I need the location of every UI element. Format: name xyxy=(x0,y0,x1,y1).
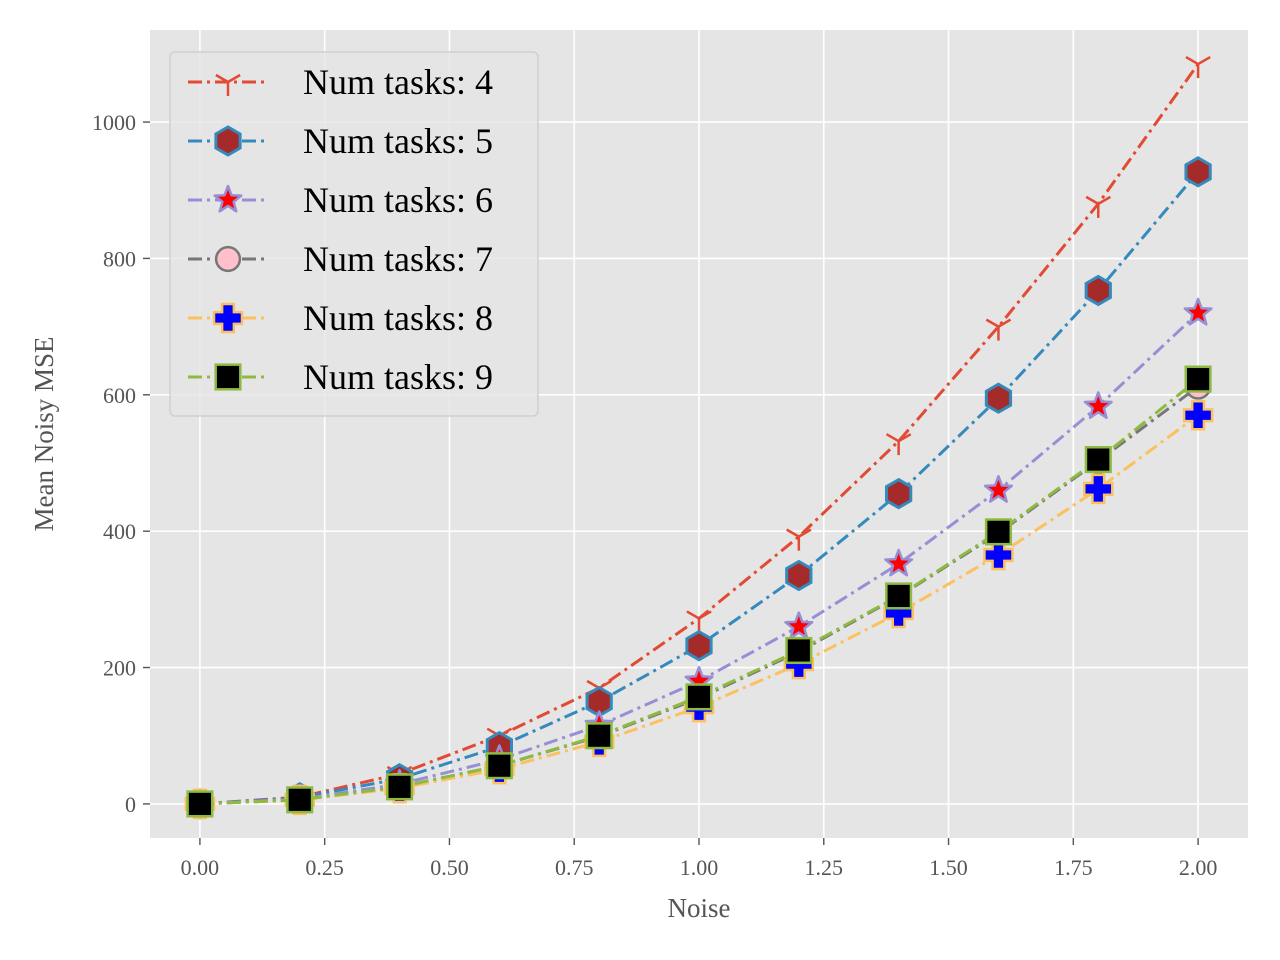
y-axis-ticks: 0 200 400 600 800 1000 xyxy=(92,110,150,817)
y-tick-label: 600 xyxy=(103,383,136,408)
legend-entry: Num tasks: 5 xyxy=(188,121,493,161)
y-tick-label: 200 xyxy=(103,656,136,681)
legend-label: Num tasks: 9 xyxy=(303,357,493,397)
series-layer xyxy=(184,56,1214,820)
legend-label: Num tasks: 6 xyxy=(303,180,493,220)
legend-entry: Num tasks: 7 xyxy=(188,239,493,279)
x-axis-ticks: 0.00 0.25 0.50 0.75 1.00 1.25 1.50 1.75 2.00 xyxy=(181,838,1218,880)
legend-entry: Num tasks: 9 xyxy=(188,357,493,397)
legend-label: Num tasks: 5 xyxy=(303,121,493,161)
series-point xyxy=(1084,445,1112,474)
series-point xyxy=(215,73,241,96)
x-tick-label: 2.00 xyxy=(1179,855,1218,880)
series-point xyxy=(984,518,1013,546)
x-tick-label: 1.75 xyxy=(1054,855,1093,880)
series-point xyxy=(885,582,913,610)
legend-entry: Num tasks: 6 xyxy=(188,180,493,220)
series-point xyxy=(585,722,613,750)
series-point xyxy=(385,773,414,801)
x-tick-label: 1.00 xyxy=(680,855,719,880)
series-point xyxy=(685,683,713,711)
legend-frame xyxy=(169,51,539,417)
series-point xyxy=(212,302,244,334)
series-point xyxy=(1084,274,1112,307)
series-point xyxy=(214,125,242,157)
series-point xyxy=(885,433,912,456)
y-tick-label: 0 xyxy=(125,792,136,817)
series-9 xyxy=(186,365,1212,818)
series-point xyxy=(1184,365,1212,393)
x-tick-label: 0.75 xyxy=(555,855,594,880)
series-point xyxy=(1184,156,1212,188)
series-point xyxy=(213,184,243,213)
legend-label: Num tasks: 8 xyxy=(303,298,493,338)
legend-entry: Num tasks: 4 xyxy=(188,62,493,102)
series-point xyxy=(1083,391,1113,419)
series-point xyxy=(1183,297,1213,326)
series-point xyxy=(786,528,812,551)
series-point xyxy=(1083,473,1114,505)
series-point xyxy=(983,539,1014,571)
x-tick-label: 1.50 xyxy=(929,855,968,880)
series-point xyxy=(1185,56,1211,79)
legend-label: Num tasks: 7 xyxy=(303,239,493,279)
legend-entry: Num tasks: 8 xyxy=(188,298,493,338)
series-point xyxy=(1182,399,1214,431)
x-tick-label: 0.25 xyxy=(305,855,344,880)
series-point xyxy=(983,475,1014,503)
x-axis-label: Noise xyxy=(668,893,731,923)
series-point xyxy=(884,548,914,577)
series-point xyxy=(685,629,713,662)
series-point xyxy=(1085,195,1112,218)
series-line xyxy=(199,170,1200,806)
x-tick-label: 0.00 xyxy=(181,855,220,880)
series-point xyxy=(885,477,913,510)
series-point xyxy=(984,382,1013,414)
y-tick-label: 1000 xyxy=(92,110,136,135)
series-point xyxy=(785,636,813,665)
x-tick-label: 0.50 xyxy=(430,855,469,880)
legend: Num tasks: 4 Num tasks: 5 Num tasks: 6 Num … xyxy=(169,51,539,417)
series-point xyxy=(286,786,314,814)
series-point xyxy=(785,559,813,592)
legend-label: Num tasks: 4 xyxy=(303,62,493,102)
series-point xyxy=(784,611,814,640)
series-point xyxy=(214,245,242,273)
series-point xyxy=(485,752,513,780)
series-point xyxy=(186,790,214,818)
y-axis-label: Mean Noisy MSE xyxy=(29,337,59,532)
y-tick-label: 800 xyxy=(103,246,136,271)
series-point xyxy=(214,363,242,391)
x-tick-label: 1.25 xyxy=(805,855,844,880)
y-tick-label: 400 xyxy=(103,519,136,544)
series-point xyxy=(985,318,1012,341)
